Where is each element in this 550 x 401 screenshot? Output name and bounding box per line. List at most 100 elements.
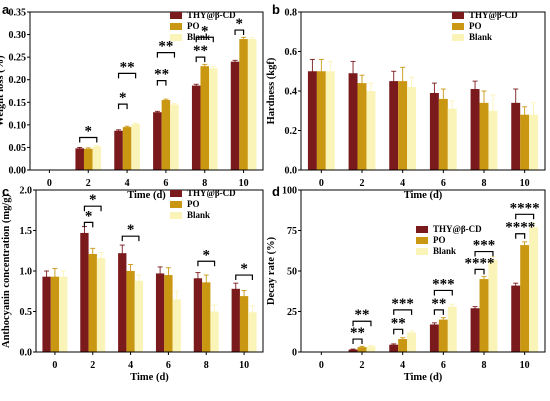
y-tick-label: 0.25 — [9, 53, 27, 64]
significance-bracket — [393, 328, 404, 335]
bar — [389, 344, 399, 352]
significance-bracket — [352, 320, 372, 327]
significance-bracket — [156, 52, 176, 58]
y-tick-label: 0.15 — [9, 98, 27, 109]
significance-bracket — [234, 29, 245, 36]
x-tick-label: 0 — [52, 360, 57, 371]
bar — [429, 92, 439, 170]
error-bar — [136, 274, 142, 287]
error-bar — [94, 145, 100, 148]
error-bar — [165, 267, 171, 283]
legend-swatch — [452, 12, 464, 19]
x-axis-label: Time (d) — [404, 372, 443, 383]
significance-bracket — [352, 338, 363, 345]
error-bar — [210, 66, 216, 71]
y-tick-label: 0.0 — [285, 166, 298, 177]
error-bar — [157, 266, 163, 280]
bar — [202, 282, 211, 352]
legend-swatch — [170, 190, 182, 197]
significance-stars: ** — [355, 307, 370, 323]
error-bar — [481, 276, 487, 282]
bar — [42, 276, 51, 352]
chart-panel-a: a 0.00 0.05 0.10 0.15 0.20 0.25 0.30 0.35 0 2 4 6 8 10… — [0, 2, 264, 201]
bar — [239, 39, 248, 171]
error-bar — [400, 66, 406, 95]
bar — [407, 87, 417, 170]
significance-bracket — [156, 80, 167, 86]
bar — [80, 232, 89, 352]
significance-bracket — [121, 235, 140, 242]
significance-stars: * — [85, 208, 93, 224]
plot-frame — [300, 11, 546, 171]
error-bar — [522, 106, 528, 123]
error-bar — [52, 268, 58, 285]
y-tick-label: 0 — [292, 348, 297, 359]
bar — [438, 98, 448, 170]
x-axis-label: Time (d) — [130, 372, 169, 383]
bar — [316, 71, 326, 170]
y-tick-label: 0.4 — [285, 87, 298, 98]
error-bar — [241, 289, 247, 302]
plot-frame — [300, 189, 546, 353]
bar — [59, 276, 68, 352]
y-tick-label: 0.05 — [9, 143, 27, 154]
significance-bracket — [393, 309, 413, 315]
error-bar — [440, 88, 446, 109]
bar — [357, 347, 367, 352]
error-bar — [400, 337, 406, 341]
y-tick-label: 75 — [287, 226, 297, 237]
x-axis-label: Time (d) — [404, 190, 443, 201]
significance-stars: *** — [432, 276, 455, 292]
x-tick-label: 6 — [441, 178, 446, 189]
significance-stars: ** — [431, 296, 446, 312]
significance-stars: * — [240, 261, 248, 277]
significance-stars: ** — [350, 325, 365, 341]
significance-bracket — [474, 250, 494, 257]
legend-label: THY@β-CD — [433, 224, 482, 234]
y-tick-label: 25 — [287, 307, 297, 318]
legend-swatch — [170, 212, 182, 219]
x-tick-label: 4 — [400, 178, 405, 189]
y-tick-label: 0.0 — [20, 348, 33, 359]
significance-bracket — [197, 260, 216, 267]
bar — [131, 123, 140, 170]
panel-label: c — [2, 184, 9, 199]
error-bar — [368, 82, 374, 99]
y-tick-label: 100 — [282, 186, 297, 197]
bar — [470, 89, 480, 170]
significance-bracket — [235, 274, 254, 281]
bar — [50, 276, 60, 352]
error-bar — [241, 36, 247, 41]
significance-stars: ** — [158, 39, 173, 55]
y-tick-label: 0.8 — [285, 8, 298, 19]
significance-bracket — [474, 268, 485, 275]
y-tick-label: 0.20 — [9, 75, 27, 86]
error-bar — [154, 110, 160, 114]
bar — [239, 296, 249, 352]
error-bar — [359, 74, 365, 91]
error-bar — [431, 322, 437, 327]
significance-bracket — [433, 289, 453, 296]
bar — [389, 81, 399, 170]
significance-bracket — [83, 205, 102, 212]
error-bar — [513, 88, 519, 117]
bar — [153, 112, 162, 170]
legend-label: Blank — [187, 210, 210, 220]
significance-stars: ** — [154, 67, 169, 83]
bar — [161, 100, 171, 170]
x-tick-label: 8 — [482, 178, 487, 189]
bar — [447, 306, 457, 352]
legend-swatch — [452, 34, 464, 41]
error-bar — [531, 222, 537, 232]
x-tick-label: 10 — [239, 178, 249, 189]
bar — [325, 71, 335, 170]
legend-swatch — [170, 12, 182, 19]
significance-stars: ** — [391, 315, 406, 331]
error-bar — [368, 345, 374, 348]
error-bar — [163, 98, 169, 101]
legend-swatch — [170, 23, 182, 30]
bar — [429, 324, 439, 352]
error-bar — [431, 82, 437, 103]
legend-label: Blank — [433, 246, 456, 256]
